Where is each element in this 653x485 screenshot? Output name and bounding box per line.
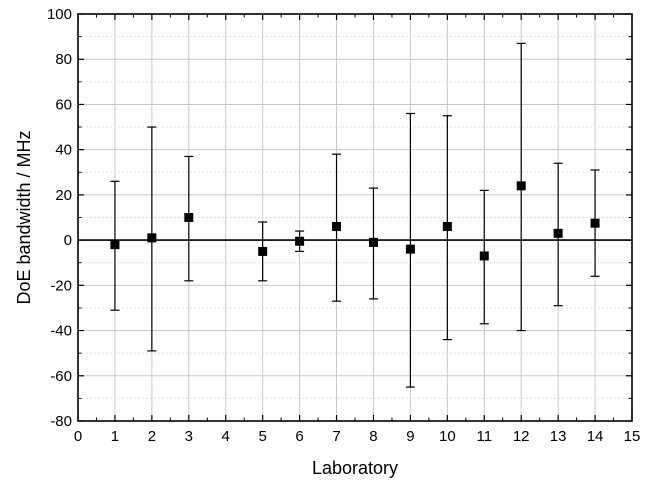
y-tick-label: 80 [55,51,72,68]
x-tick-labels: 0 1 2 3 4 5 6 7 8 9 10 11 12 13 14 15 [74,428,641,445]
x-tick-label: 5 [258,428,266,445]
data-point-marker [368,237,378,247]
y-tick-label: 0 [64,232,72,249]
x-tick-label: 14 [587,428,604,445]
data-point-marker [332,222,342,232]
error-bars [110,42,600,388]
y-tick-label: -40 [50,323,72,340]
axis-ticks [77,13,633,422]
x-axis-title: Laboratory [312,458,398,478]
data-point-marker [516,181,526,191]
x-tick-label: 12 [513,428,530,445]
x-tick-label: 11 [476,428,492,445]
data-point-marker [479,251,489,261]
x-tick-label: 6 [295,428,303,445]
x-tick-label: 8 [369,428,377,445]
grid [78,14,632,421]
x-tick-label: 3 [185,428,193,445]
x-tick-label: 15 [624,428,641,445]
data-point-marker [110,240,120,250]
x-tick-label: 10 [439,428,456,445]
x-tick-label: 4 [222,428,230,445]
y-tick-label: 20 [55,187,72,204]
data-point-marker [590,218,600,228]
data-point-marker [442,222,452,232]
data-point-marker [405,244,415,254]
data-markers [110,181,600,261]
data-point-marker [184,213,194,222]
y-tick-label: -80 [50,413,72,430]
x-tick-label: 2 [148,428,156,445]
y-tick-label: 40 [55,142,72,159]
y-axis-title: DoE bandwidth / MHz [14,130,34,304]
data-point-marker [553,228,563,238]
x-tick-label: 9 [406,428,414,445]
x-tick-label: 13 [550,428,567,445]
y-tick-label: -60 [50,368,72,385]
data-point-marker [295,236,305,246]
y-tick-label: 60 [55,96,72,113]
data-point-marker [147,233,157,243]
x-tick-label: 0 [74,428,82,445]
y-tick-label: -20 [50,277,72,294]
x-tick-label: 7 [332,428,340,445]
y-tick-labels: -80 -60 -40 -20 0 20 40 60 80 100 [47,6,72,430]
x-tick-label: 1 [111,428,119,445]
data-point-marker [258,246,268,256]
y-tick-label: 100 [47,6,72,23]
